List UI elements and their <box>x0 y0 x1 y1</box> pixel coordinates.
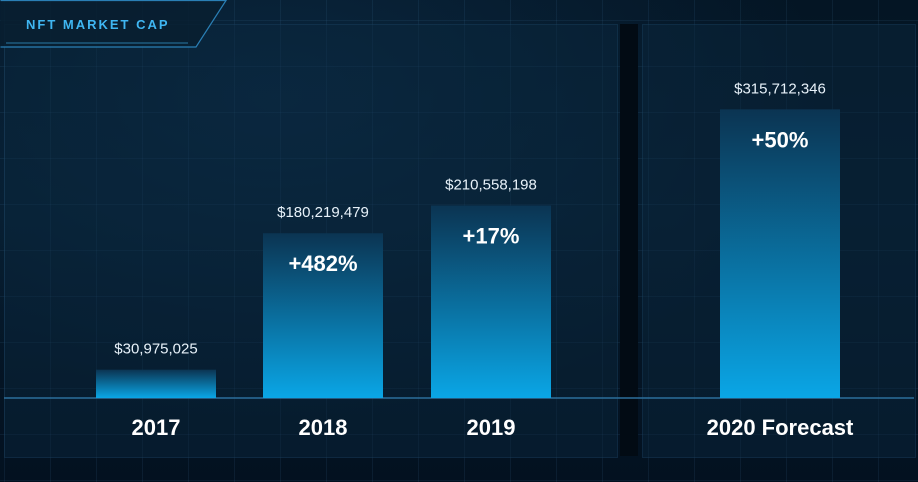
bar-value-label: $210,558,198 <box>445 176 537 193</box>
growth-label: +17% <box>463 223 520 248</box>
growth-label: +482% <box>288 251 357 276</box>
category-label: 2018 <box>299 415 348 440</box>
panel-divider <box>620 24 638 456</box>
bar <box>720 109 840 399</box>
category-label: 2020 Forecast <box>707 415 854 440</box>
category-label: 2017 <box>132 415 181 440</box>
bar <box>96 369 216 398</box>
bar <box>431 205 551 398</box>
bars-layer: $30,975,025 2017 $180,219,479 +482% 2018 $210… <box>96 80 854 440</box>
category-label: 2019 <box>467 415 516 440</box>
bar <box>263 233 383 398</box>
chart-title: NFT MARKET CAP <box>26 17 170 32</box>
bar-value-label: $315,712,346 <box>734 80 826 97</box>
bar-value-label: $180,219,479 <box>277 204 369 221</box>
bar-value-label: $30,975,025 <box>114 341 197 358</box>
title-badge <box>0 0 228 48</box>
growth-label: +50% <box>752 127 809 152</box>
